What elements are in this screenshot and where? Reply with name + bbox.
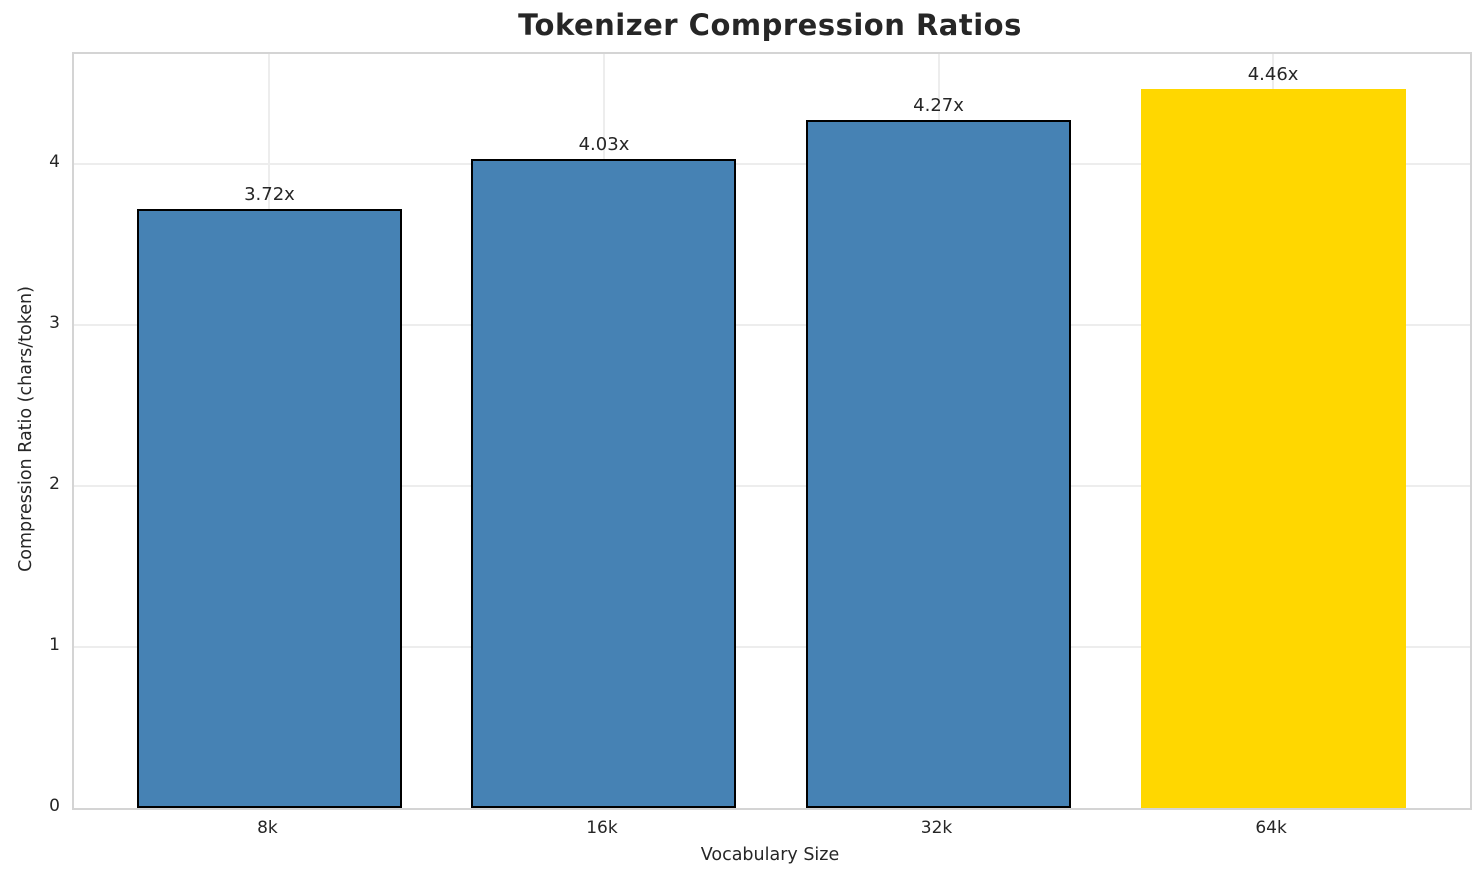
gridline-horizontal-3 <box>74 323 1470 326</box>
y-tick-label-3: 3 <box>49 312 60 333</box>
y-axis-label: Compression Ratio (chars/token) <box>16 286 36 572</box>
y-tick-label-0: 0 <box>49 796 60 816</box>
x-tick-label-8k: 8k <box>257 818 278 838</box>
x-tick-label-16k: 16k <box>586 818 618 838</box>
bar-64k <box>1140 89 1406 808</box>
bar-8k <box>136 208 402 808</box>
y-tick-label-4: 4 <box>49 151 60 172</box>
gridline-horizontal-1 <box>74 645 1470 648</box>
bar-value-label-16k: 4.03x <box>578 133 630 155</box>
x-axis-label: Vocabulary Size <box>700 845 840 865</box>
bar-16k <box>471 158 737 808</box>
bar-value-label-8k: 3.72x <box>244 183 295 205</box>
y-tick-label-2: 2 <box>49 473 60 494</box>
x-tick-label-32k: 32k <box>920 818 953 838</box>
bar-value-label-32k: 4.27x <box>913 95 964 117</box>
plot-area: 3.72x 4.03x 4.27x 4.46x <box>72 52 1472 810</box>
y-tick-label-1: 1 <box>49 634 60 655</box>
bar-value-label-64k: 4.46x <box>1247 64 1299 86</box>
bar-32k <box>806 120 1072 808</box>
gridline-horizontal-4 <box>74 162 1470 165</box>
x-tick-label-64k: 64k <box>1255 818 1287 838</box>
chart-title: Tokenizer Compression Ratios <box>518 8 1022 42</box>
gridline-horizontal-2 <box>74 484 1470 487</box>
